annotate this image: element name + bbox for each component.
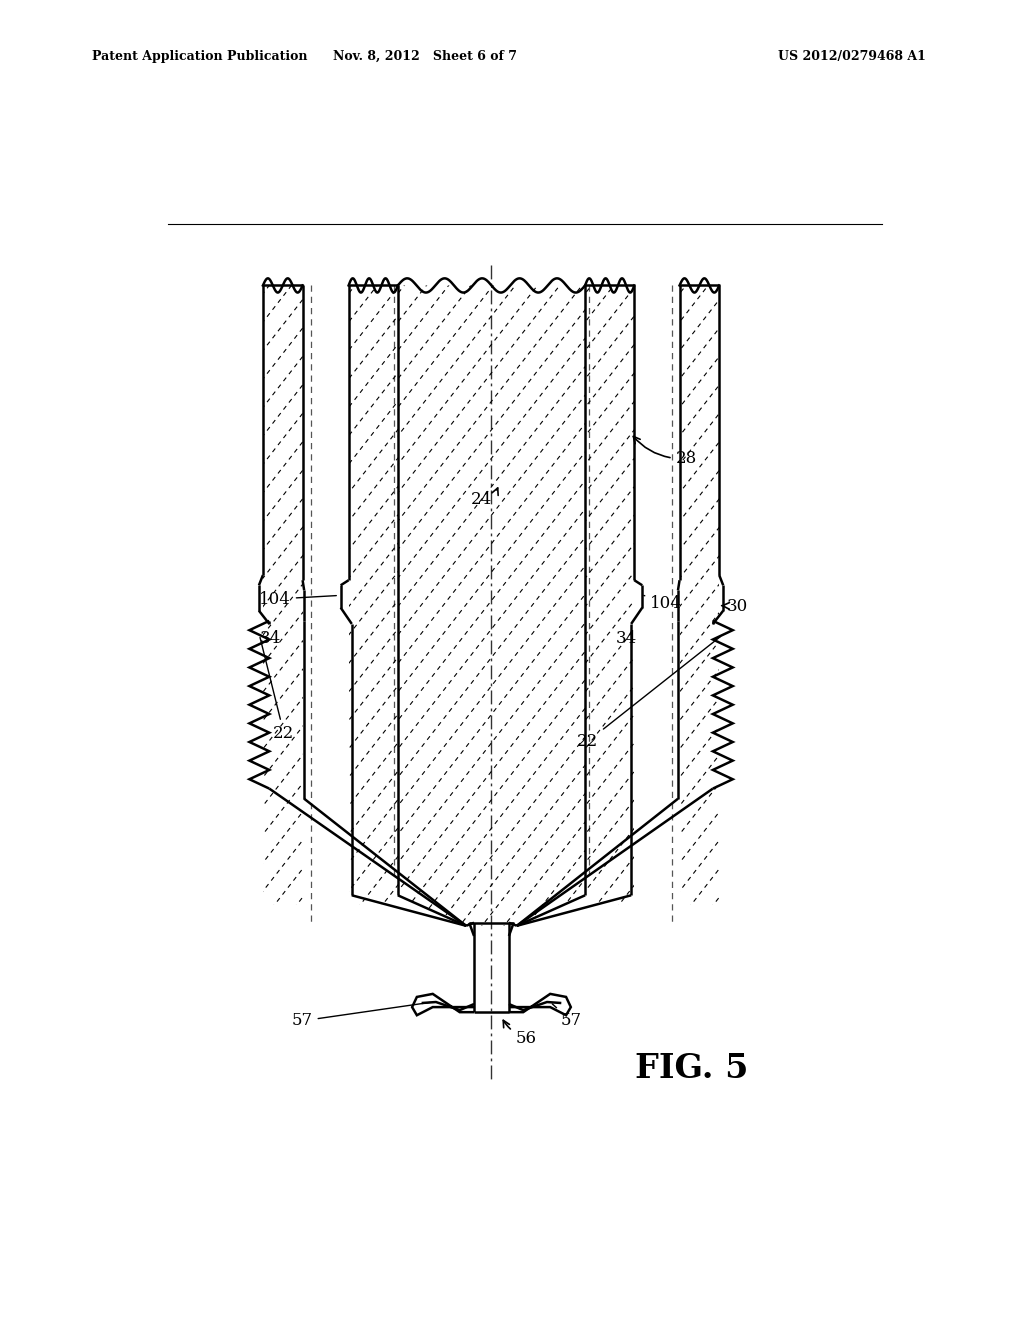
Text: 104: 104 <box>644 594 682 611</box>
Text: 30: 30 <box>722 598 749 615</box>
Text: 22: 22 <box>578 636 721 750</box>
Text: 57: 57 <box>292 1002 430 1030</box>
Text: FIG. 5: FIG. 5 <box>635 1052 749 1085</box>
Text: 24: 24 <box>471 488 498 508</box>
Text: 28: 28 <box>633 437 697 467</box>
Text: 57: 57 <box>552 1005 582 1030</box>
Text: US 2012/0279468 A1: US 2012/0279468 A1 <box>778 50 926 63</box>
Text: 22: 22 <box>260 638 295 742</box>
Text: Nov. 8, 2012   Sheet 6 of 7: Nov. 8, 2012 Sheet 6 of 7 <box>333 50 517 63</box>
Text: 34: 34 <box>260 630 282 647</box>
Text: 34: 34 <box>615 630 637 647</box>
Text: 56: 56 <box>503 1020 537 1047</box>
Text: 104: 104 <box>259 590 336 607</box>
Text: Patent Application Publication: Patent Application Publication <box>92 50 307 63</box>
